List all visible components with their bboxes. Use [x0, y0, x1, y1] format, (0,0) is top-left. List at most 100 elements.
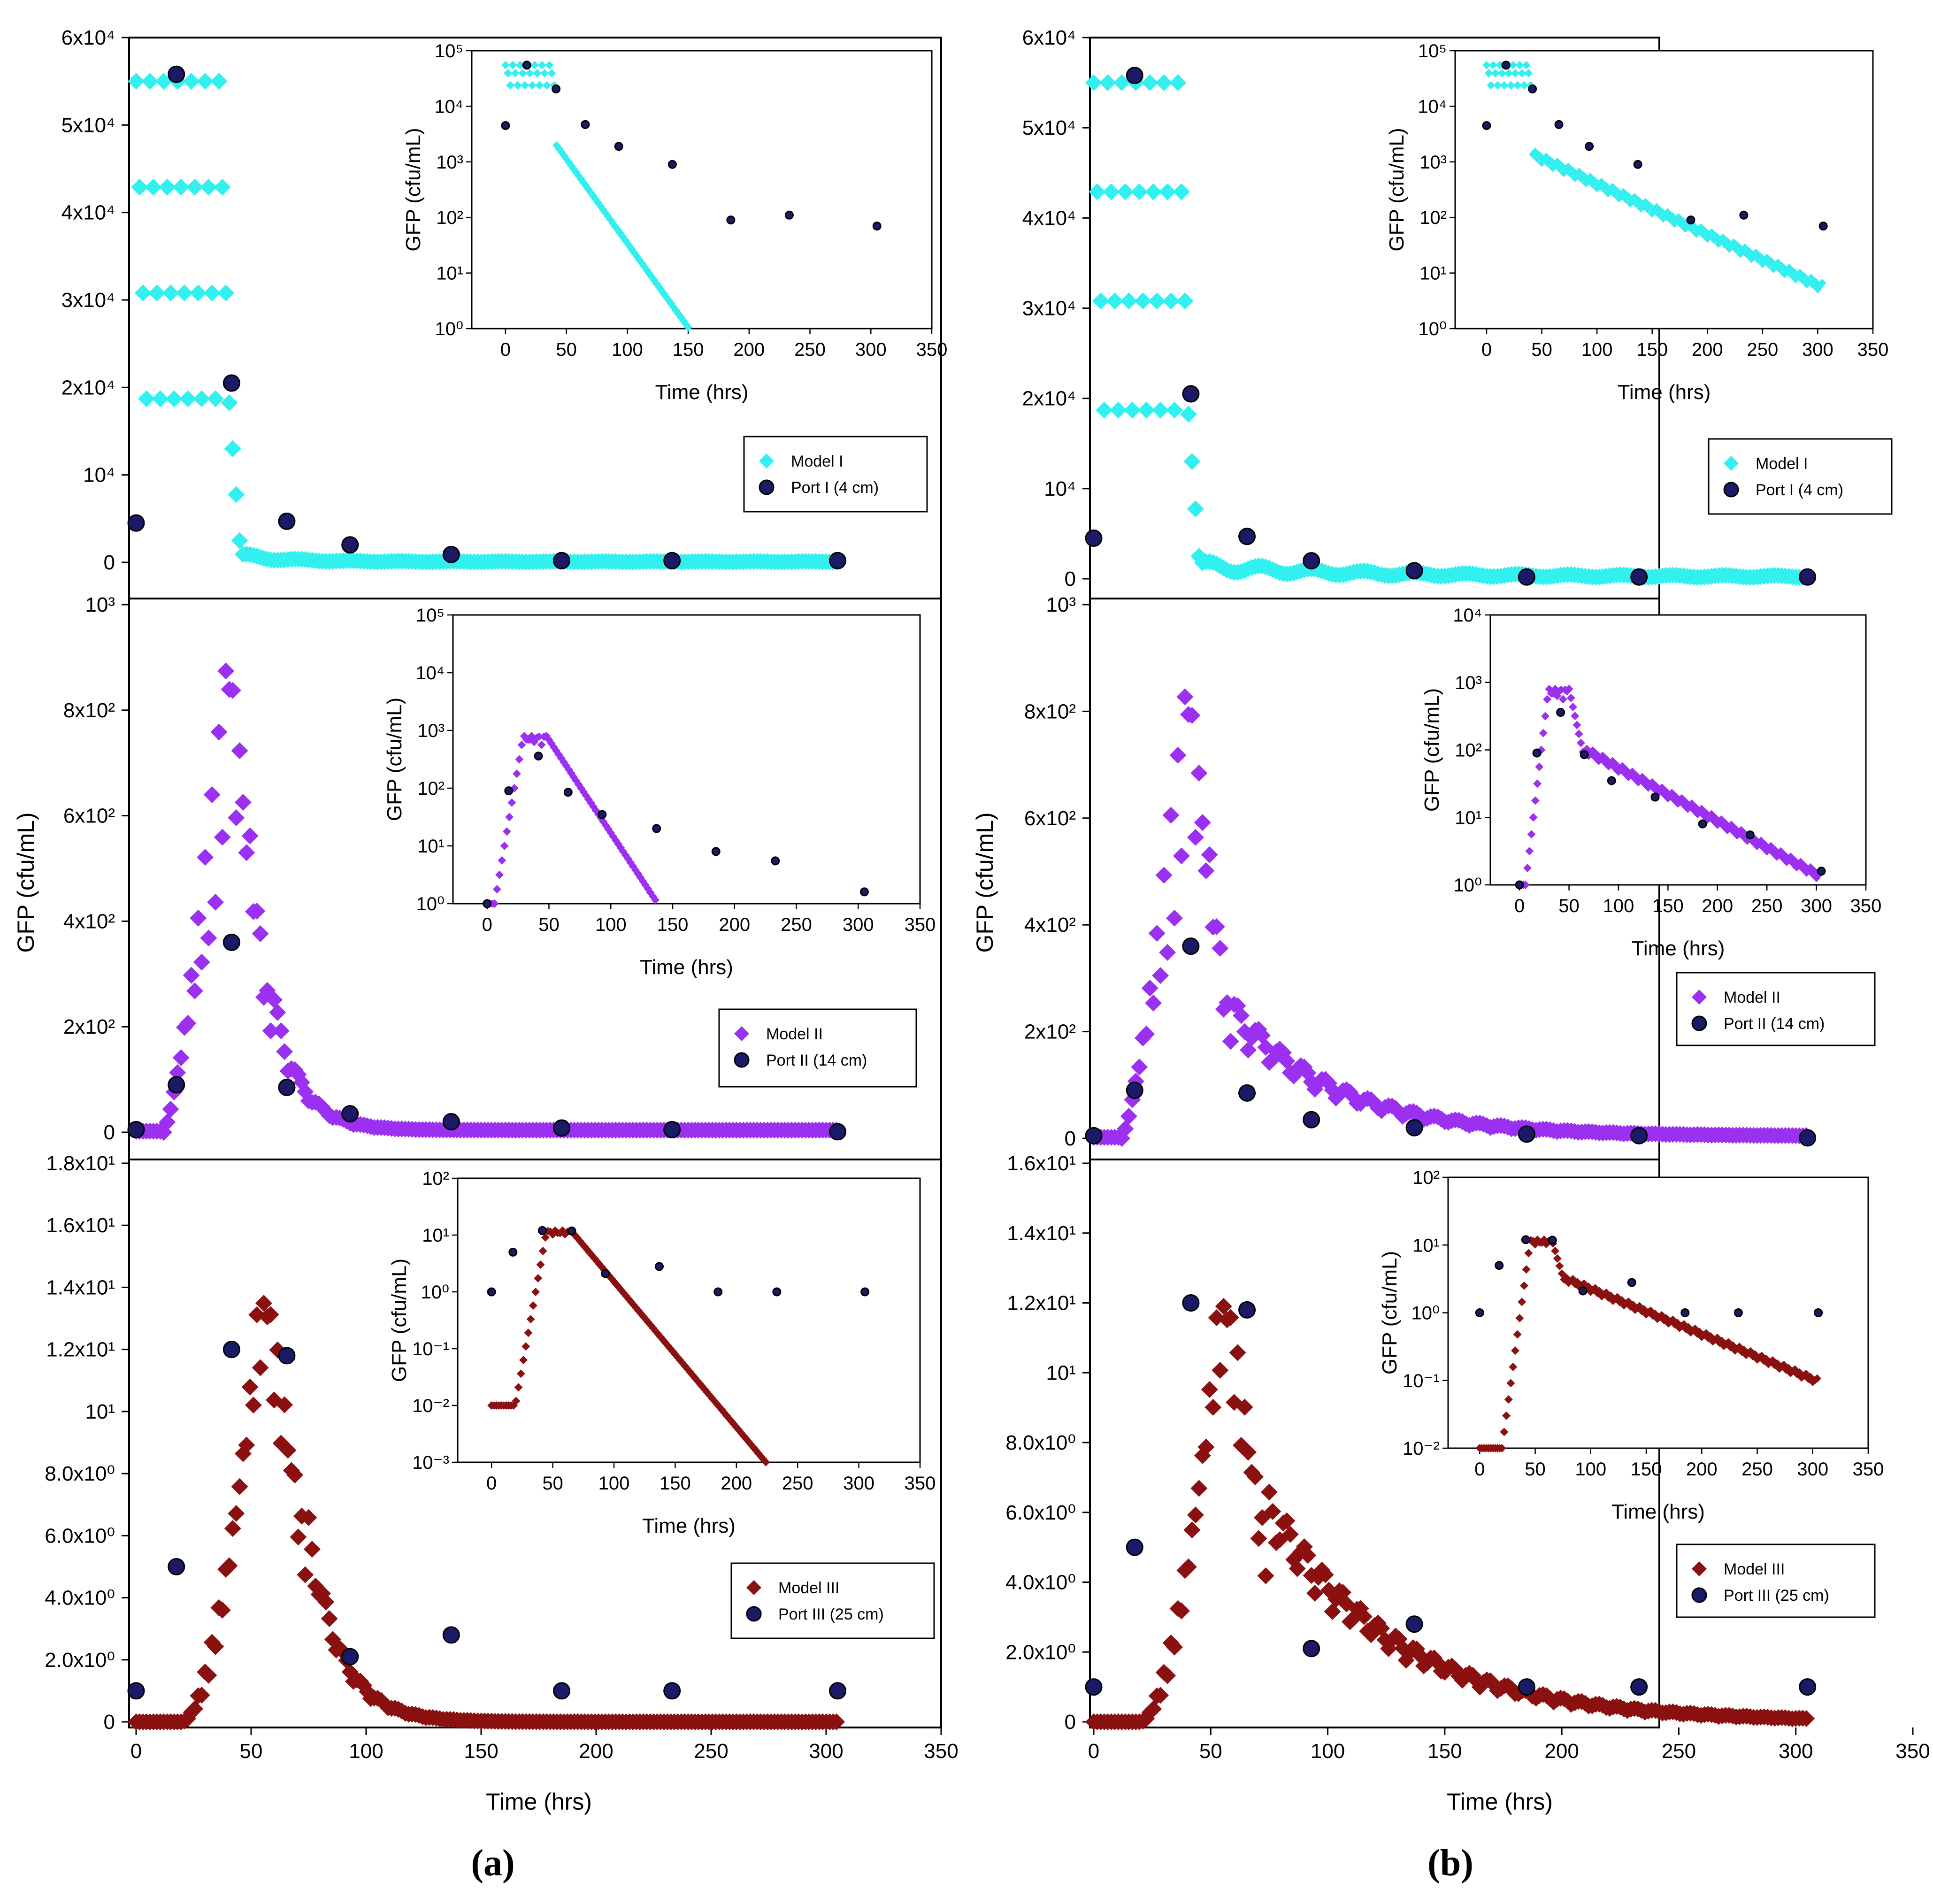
- y-tick-label: 5x10⁴: [1022, 116, 1076, 139]
- model-marker: [1162, 806, 1180, 824]
- legend-frame: [1676, 1543, 1876, 1618]
- model-marker: [1162, 292, 1180, 310]
- inset-chart: 10⁰ 10¹ 10² 10³ 10⁴ 10⁵ 0 50 100 150 200 250 300 350 T…: [383, 605, 936, 979]
- inset-x-tick-label: 300: [1797, 1459, 1828, 1480]
- model-marker: [1187, 1506, 1204, 1524]
- inset-x-tick-label: 0: [1514, 896, 1525, 916]
- inset-x-axis-label: Time (hrs): [642, 1514, 736, 1537]
- inset-model-marker: [522, 1342, 530, 1351]
- inset-x-tick-label: 250: [1751, 896, 1783, 916]
- x-tick-label: 50: [1199, 1740, 1222, 1763]
- inset-model-marker: [1509, 1362, 1518, 1371]
- y-tick-label: 6.0x10⁰: [45, 1524, 115, 1547]
- inset-y-tick-label: 10²: [1412, 1167, 1440, 1188]
- chart-b-2: 0 2x10² 4x10² 6x10² 8x10² 10³ 10⁰ 10¹ 10² 10³ 10⁴ 0…: [1024, 593, 1882, 1160]
- x-tick-label: 100: [349, 1740, 383, 1763]
- inset-model-marker: [545, 61, 554, 69]
- model-marker: [1201, 846, 1218, 863]
- port-point: [1303, 552, 1320, 570]
- model-marker: [1173, 847, 1190, 865]
- inset-port-point: [872, 222, 882, 231]
- legend: Model I Port I (4 cm): [1708, 438, 1893, 515]
- inset-model-marker: [519, 1356, 528, 1365]
- panel-label: (a): [471, 1843, 514, 1884]
- model-marker: [1180, 1558, 1197, 1575]
- model-marker: [269, 1004, 286, 1021]
- x-tick-label: 50: [240, 1740, 263, 1763]
- inset-model-marker: [684, 323, 693, 332]
- y-tick-label: 8.0x10⁰: [1005, 1431, 1076, 1454]
- port-point: [1085, 1678, 1103, 1696]
- model-marker: [1152, 967, 1169, 984]
- inset-port-point: [1548, 1236, 1557, 1245]
- inset-model-marker: [531, 1288, 540, 1297]
- model-marker: [1145, 183, 1162, 200]
- model-marker: [131, 178, 148, 196]
- model-marker: [176, 284, 193, 302]
- inset-port-point: [652, 824, 661, 833]
- model-marker: [221, 1557, 238, 1574]
- inset-model-marker: [1497, 69, 1506, 77]
- model-marker: [1155, 74, 1173, 92]
- port-point: [553, 552, 570, 569]
- inset-x-tick-label: 50: [556, 339, 577, 360]
- model-marker: [276, 1043, 293, 1060]
- y-tick-label: 0: [1065, 568, 1076, 591]
- inset-port-point: [1482, 121, 1491, 130]
- model-marker: [1317, 1566, 1334, 1583]
- inset-port-point: [552, 84, 561, 93]
- model-marker: [228, 1505, 245, 1522]
- inset-y-tick-label: 10⁰: [421, 1282, 449, 1303]
- inset-model-marker: [1511, 69, 1520, 77]
- x-axis-label: Time (hrs): [1447, 1789, 1553, 1815]
- inset-model-marker: [1500, 81, 1509, 90]
- model-marker: [303, 1541, 321, 1558]
- model-marker: [1096, 401, 1113, 419]
- inset-model-marker: [529, 1301, 537, 1310]
- y-tick-label: 2.0x10⁰: [1005, 1641, 1076, 1664]
- inset-x-tick-label: 150: [673, 339, 704, 360]
- port-point: [1182, 385, 1200, 403]
- port-point: [278, 512, 296, 530]
- model-marker: [245, 1397, 262, 1414]
- model-marker: [234, 794, 252, 811]
- model-marker: [1099, 74, 1116, 92]
- inset-model-marker: [514, 1383, 523, 1392]
- model-marker: [228, 809, 245, 827]
- legend: Model II Port II (14 cm): [1676, 972, 1876, 1046]
- legend-model-label: Model III: [778, 1579, 839, 1597]
- model-marker: [321, 1610, 338, 1628]
- model-marker: [224, 440, 241, 457]
- inset-model-marker: [513, 81, 522, 90]
- panel-b: 010⁴2x10⁴3x10⁴4x10⁴5x10⁴6x10⁴10⁰10¹10²10…: [972, 26, 1930, 1884]
- model-marker: [1197, 862, 1215, 879]
- inset-port-point: [772, 1287, 782, 1297]
- chart-a-3: 0 2.0x10⁰ 4.0x10⁰ 6.0x10⁰ 8.0x10⁰ 10¹ 1.2x10¹ 1…: [45, 1152, 958, 1763]
- inset-model-marker: [1527, 830, 1536, 839]
- model-marker: [193, 953, 210, 971]
- inset-model-marker: [1813, 1374, 1822, 1383]
- inset-model-marker: [500, 842, 509, 850]
- model-marker: [241, 827, 259, 845]
- inset-port-point: [1521, 1235, 1530, 1244]
- inset-model-marker: [526, 1315, 535, 1324]
- model-marker: [214, 178, 231, 196]
- inset-x-tick-label: 200: [719, 914, 750, 935]
- inset-model-marker: [761, 1458, 770, 1466]
- model-marker: [1166, 909, 1183, 927]
- inset-model-marker: [537, 740, 546, 749]
- inset-model-marker: [1504, 1395, 1513, 1404]
- model-marker: [1166, 401, 1183, 419]
- inset-x-tick-label: 250: [1747, 339, 1778, 360]
- inset-x-tick-label: 350: [1850, 896, 1882, 916]
- inset-x-tick-label: 200: [1702, 896, 1733, 916]
- inset-model-marker: [1565, 684, 1573, 693]
- inset-x-tick-label: 0: [1481, 339, 1492, 360]
- port-point: [278, 1078, 296, 1096]
- model-marker: [255, 1295, 272, 1312]
- model-marker: [1260, 1483, 1278, 1501]
- model-marker: [203, 786, 221, 803]
- y-tick-label: 2x10⁴: [1022, 387, 1076, 410]
- inset-y-tick-label: 10²: [422, 1168, 449, 1189]
